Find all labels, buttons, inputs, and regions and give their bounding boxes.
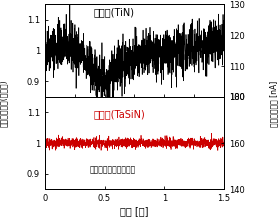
Text: ドレイン電流 [nA]: ドレイン電流 [nA] [270,80,279,126]
Text: 多結晶(TiN): 多結晶(TiN) [93,7,134,17]
Text: 非晶質(TaSiN): 非晶質(TaSiN) [93,109,145,119]
Text: ドレイン電流(相対値): ドレイン電流(相対値) [0,80,8,127]
X-axis label: 時間 [秒]: 時間 [秒] [120,206,149,216]
Text: ゲート電圧＝しきい値: ゲート電圧＝しきい値 [90,166,136,174]
